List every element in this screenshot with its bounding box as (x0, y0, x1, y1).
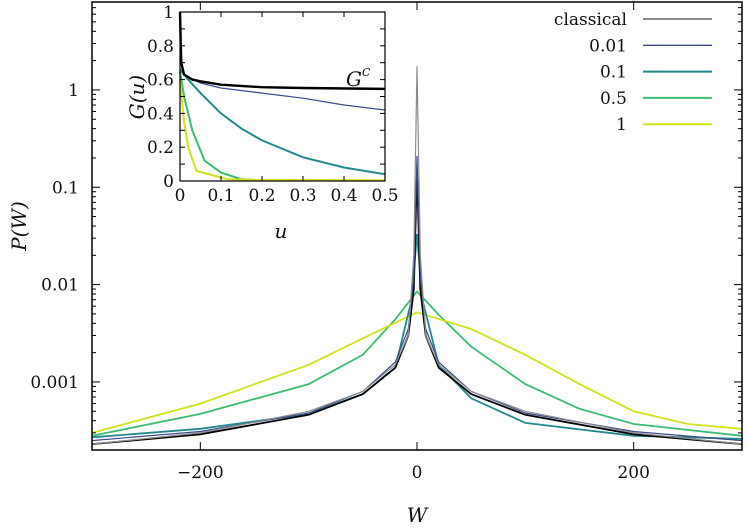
x-tick-label: 200 (617, 463, 649, 483)
inset-y-tick-label: 0.8 (147, 37, 174, 57)
legend-label: 0.5 (600, 89, 627, 109)
legend-label: 0.1 (600, 63, 627, 83)
main-plot-ticks: −200 0 200 1 0.1 0.01 0.001 (30, 1, 742, 483)
inset-y-axis-label: G(u) (125, 75, 149, 119)
inset-y-tick-label: 0.4 (147, 104, 174, 124)
inset-x-tick-label: 0.2 (248, 186, 275, 206)
gc-annotation-base: G (346, 67, 362, 91)
inset-x-tick-label: 0 (175, 186, 186, 206)
series-line-unlabeled (91, 170, 743, 445)
inset-y-tick-label: 0 (163, 172, 174, 192)
y-tick-label: 0.1 (52, 178, 79, 198)
inset-y-tick-label: 0.2 (147, 138, 174, 158)
legend-item: 0.01 (589, 36, 712, 56)
x-tick-label: 0 (412, 463, 423, 483)
inset-plot-ticks: 0 0.1 0.2 0.3 0.4 0.5 0 0.2 0.4 0.6 0.8 1 (147, 3, 399, 206)
legend-item: 0.1 (600, 63, 712, 83)
inset-series-line (178, 11, 386, 91)
main-plot-series (91, 66, 743, 445)
inset-x-tick-label: 0.3 (289, 186, 316, 206)
inset-y-tick-label: 1 (163, 3, 174, 23)
series-line-1 (91, 311, 743, 434)
inset-series-line (179, 68, 386, 176)
y-axis-label: P(W) (7, 201, 31, 252)
inset-x-axis-label: u (275, 219, 288, 243)
legend-label: 1 (616, 115, 627, 135)
y-tick-label: 0.01 (41, 276, 79, 296)
y-tick-label: 0.001 (30, 373, 79, 393)
series-line-0-1 (91, 234, 743, 440)
legend-label: 0.01 (589, 36, 627, 56)
inset-background (180, 12, 385, 181)
legend-label: classical (554, 10, 627, 30)
legend: classical 0.01 0.1 0.5 1 (554, 10, 712, 135)
inset-x-tick-label: 0.5 (371, 186, 398, 206)
gc-annotation-superscript: C (362, 66, 371, 79)
series-line-0-5 (91, 290, 743, 437)
legend-item: 1 (616, 115, 712, 135)
series-line-0-01 (91, 155, 743, 442)
inset-x-tick-label: 0.4 (330, 186, 357, 206)
gc-annotation: GC (346, 66, 371, 91)
inset-x-tick-label: 0.1 (207, 186, 234, 206)
y-tick-label: 1 (68, 81, 79, 101)
legend-item: classical (554, 10, 712, 30)
inset-y-tick-label: 0.6 (147, 71, 174, 91)
inset-plot-series (178, 11, 386, 182)
inset-series-line (179, 79, 386, 182)
x-tick-label: −200 (177, 463, 224, 483)
x-axis-label: W (407, 503, 429, 527)
legend-item: 0.5 (600, 89, 712, 109)
series-line-classical (91, 66, 743, 445)
